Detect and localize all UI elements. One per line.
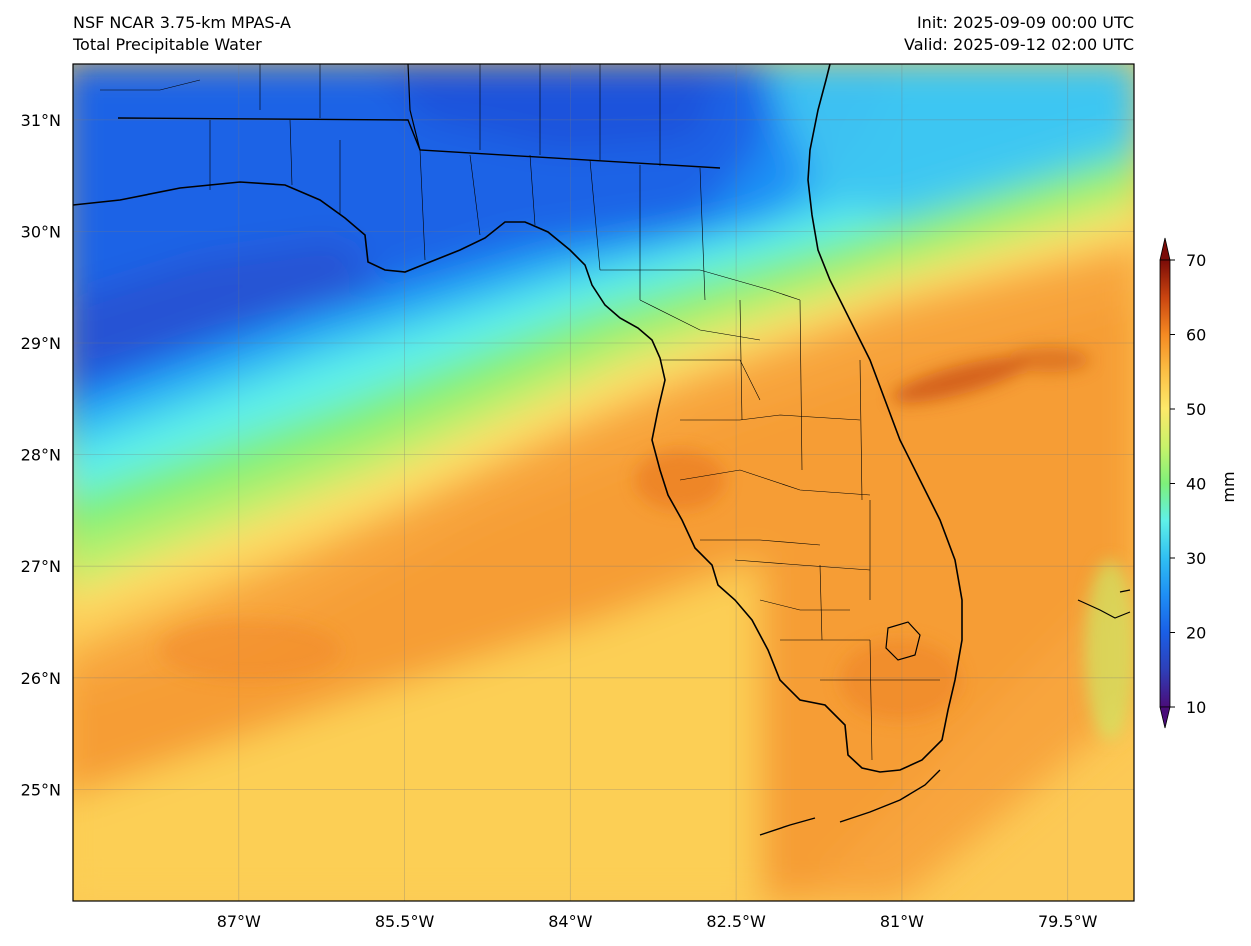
time-block: Init: 2025-09-09 00:00 UTC Valid: 2025-0… [904, 12, 1134, 56]
colorbar-tick-label: 20 [1186, 624, 1206, 643]
gridlines [73, 64, 1134, 901]
latitude-tick-label: 25°N [21, 780, 61, 799]
colorbar-tick-label: 60 [1186, 326, 1206, 345]
colorbar-tick-label: 10 [1186, 698, 1206, 717]
tpw-field [73, 64, 1134, 901]
latitude-tick-label: 28°N [21, 446, 61, 465]
longitude-tick-label: 81°W [880, 912, 924, 931]
latitude-tick-label: 27°N [21, 557, 61, 576]
longitude-tick-label: 87°W [217, 912, 261, 931]
plot-frame [72, 63, 1135, 902]
colorbar-extend-max-arrow [1159, 237, 1171, 261]
longitude-tick-labels: 87°W 85.5°W 84°W 82.5°W 81°W 79.5°W [217, 912, 1098, 931]
model-title: NSF NCAR 3.75-km MPAS-A [73, 13, 291, 32]
init-time: Init: 2025-09-09 00:00 UTC [916, 13, 1134, 32]
colorbar-tick-label: 30 [1186, 549, 1206, 568]
title-block: NSF NCAR 3.75-km MPAS-A Total Precipitab… [73, 12, 291, 56]
latitude-tick-label: 29°N [21, 334, 61, 353]
colorbar: 10 20 30 40 50 60 70 mm [1159, 237, 1238, 729]
colorbar-tick-label: 40 [1186, 475, 1206, 494]
latitude-tick-labels: 31°N 30°N 29°N 28°N 27°N 26°N 25°N [21, 111, 61, 800]
coastlines [73, 64, 1131, 836]
field-title: Total Precipitable Water [73, 35, 262, 54]
colorbar-unit-label: mm [1219, 471, 1238, 502]
colorbar-tick-label: 50 [1186, 400, 1206, 419]
longitude-tick-label: 82.5°W [706, 912, 766, 931]
colorbar-ticks: 10 20 30 40 50 60 70 [1170, 251, 1206, 717]
colorbar-extend-min-arrow [1159, 706, 1171, 729]
colorbar-tick-label: 70 [1186, 251, 1206, 270]
longitude-tick-label: 79.5°W [1038, 912, 1098, 931]
valid-time: Valid: 2025-09-12 02:00 UTC [903, 35, 1134, 54]
latitude-tick-label: 30°N [21, 222, 61, 241]
latitude-tick-label: 31°N [21, 111, 61, 130]
colorbar-ramp [1159, 259, 1171, 708]
longitude-tick-label: 85.5°W [375, 912, 435, 931]
latitude-tick-label: 26°N [21, 669, 61, 688]
longitude-tick-label: 84°W [548, 912, 592, 931]
